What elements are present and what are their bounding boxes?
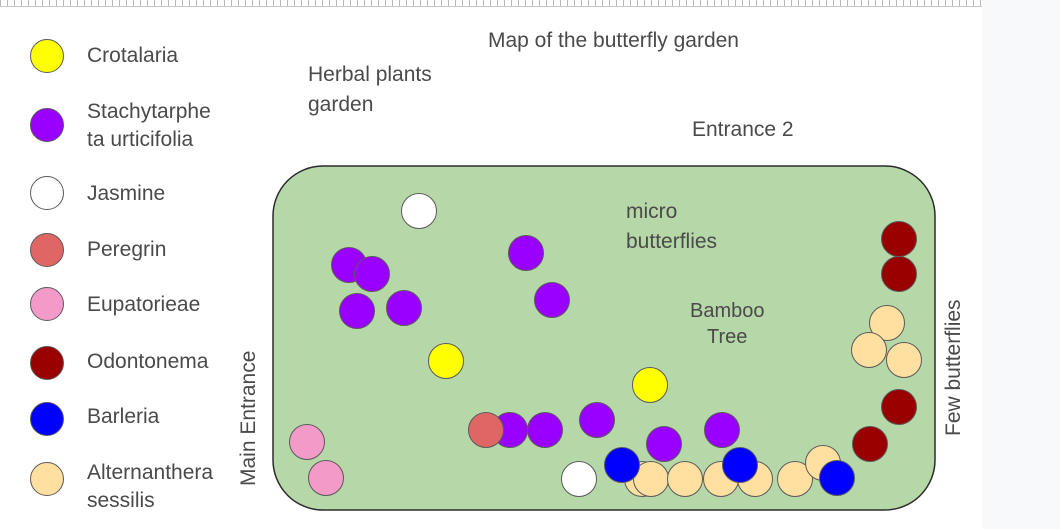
crotalaria-plant-marker: [428, 343, 464, 379]
alternanthera-plant-marker: [777, 461, 813, 497]
map-title: Map of the butterfly garden: [488, 29, 739, 52]
stachytarpheta-plant-marker: [354, 256, 390, 292]
stachytarpheta-plant-marker: [386, 290, 422, 326]
eupatorieae-swatch: [30, 287, 64, 321]
jasmine-plant-marker: [561, 461, 597, 497]
stachytarpheta-plant-marker: [339, 293, 375, 329]
legend-label: Barleria: [87, 405, 160, 428]
entrance-2-label: Entrance 2: [692, 118, 794, 141]
alternanthera-plant-marker: [851, 332, 887, 368]
peregrin-plant-marker: [468, 412, 504, 448]
bamboo-tree-label: Bamboo Tree: [690, 300, 765, 348]
odontonema-plant-marker: [881, 389, 917, 425]
alternanthera-plant-marker: [869, 305, 905, 341]
odontonema-swatch: [30, 346, 64, 380]
barleria-plant-marker: [819, 460, 855, 496]
odontonema-plant-marker: [881, 221, 917, 257]
crotalaria-swatch: [30, 39, 64, 73]
garden-area: [272, 165, 936, 511]
plant-markers: [289, 193, 922, 497]
stachytarpheta-plant-marker: [527, 412, 563, 448]
legend-label: Jasmine: [87, 182, 166, 205]
crotalaria-plant-marker: [632, 367, 668, 403]
alternanthera-swatch: [30, 462, 64, 496]
herbal-garden-label: Herbal plants garden: [308, 63, 432, 116]
right-margin-strip: [982, 0, 1060, 529]
page-ruler: [0, 0, 982, 7]
eupatorieae-plant-marker: [308, 460, 344, 496]
legend-label: Odontonema: [87, 350, 209, 373]
odontonema-plant-marker: [881, 256, 917, 292]
main-entrance-label: Main Entrance: [237, 350, 260, 486]
stachytarpheta-plant-marker: [704, 412, 740, 448]
micro-butterflies-label: micro butterflies: [626, 200, 718, 253]
stachytarpheta-plant-marker: [646, 426, 682, 462]
legend-label: Crotalaria: [87, 44, 179, 67]
jasmine-plant-marker: [401, 193, 437, 229]
barleria-plant-marker: [604, 447, 640, 483]
stachytarpheta-plant-marker: [508, 235, 544, 271]
alternanthera-plant-marker: [886, 342, 922, 378]
stachytarpheta-swatch: [30, 108, 64, 142]
peregrin-swatch: [30, 233, 64, 267]
barleria-plant-marker: [722, 447, 758, 483]
few-butterflies-label: Few butterflies: [942, 299, 965, 436]
alternanthera-plant-marker: [667, 461, 703, 497]
stachytarpheta-plant-marker: [534, 282, 570, 318]
legend-label: Peregrin: [87, 238, 167, 261]
legend-label: Eupatorieae: [87, 293, 201, 316]
barleria-swatch: [30, 402, 64, 436]
legend-label: Stachytarphe ta urticifolia: [87, 100, 211, 151]
legend-label: Alternanthera sessilis: [87, 461, 214, 512]
stachytarpheta-plant-marker: [579, 402, 615, 438]
eupatorieae-plant-marker: [289, 424, 325, 460]
odontonema-plant-marker: [852, 426, 888, 462]
jasmine-swatch: [30, 176, 64, 210]
